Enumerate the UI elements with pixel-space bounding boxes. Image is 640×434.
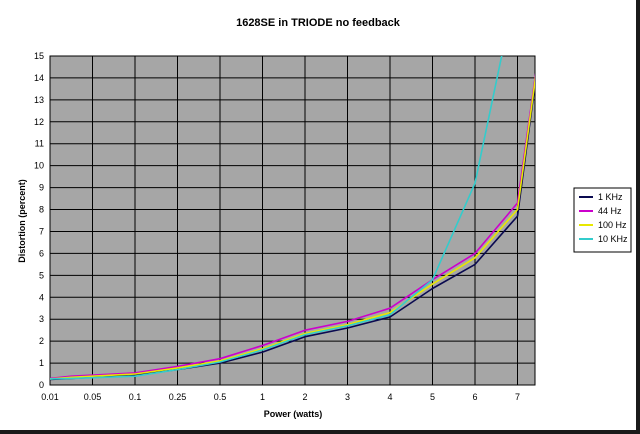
x-tick-label: 0.05 [84,392,102,402]
x-tick-labels: 0.01 0.05 0.1 0.25 0.5 1 2 3 4 5 6 7 [41,392,520,402]
x-tick-label: 0.01 [41,392,59,402]
y-tick-label: 5 [39,270,44,280]
y-tick-label: 7 [39,226,44,236]
legend-label: 1 KHz [598,192,623,202]
gridlines [50,56,535,385]
x-tick-label: 4 [387,392,392,402]
y-tick-label: 14 [34,73,44,83]
x-tick-label: 3 [345,392,350,402]
x-tick-label: 2 [302,392,307,402]
series-lines [50,56,535,381]
y-tick-label: 6 [39,248,44,258]
y-tick-label: 8 [39,205,44,215]
y-axis-label: Distortion (percent) [17,179,27,263]
y-tick-label: 4 [39,292,44,302]
y-tick-label: 13 [34,95,44,105]
y-tick-label: 3 [39,314,44,324]
plot-area [49,55,536,386]
x-tick-label: 0.25 [169,392,187,402]
legend-label: 10 KHz [598,234,628,244]
series-line-1-khz [50,78,535,381]
y-tick-label: 10 [34,161,44,171]
chart-title: 1628SE in TRIODE no feedback [236,17,401,29]
y-tick-label: 15 [34,51,44,61]
x-tick-label: 0.5 [214,392,227,402]
x-tick-label: 0.1 [129,392,142,402]
y-tick-label: 12 [34,117,44,127]
legend-box [573,187,632,253]
x-tick-label: 7 [515,392,520,402]
legend-label: 44 Hz [598,206,622,216]
series-line-100-hz [50,75,535,380]
y-tick-label: 11 [35,139,44,149]
x-tick-label: 5 [430,392,435,402]
x-tick-label: 6 [472,392,477,402]
legend: 1 KHz 44 Hz 100 Hz 10 KHz [573,187,632,253]
legend-label: 100 Hz [598,220,627,230]
y-tick-label: 0 [39,380,44,390]
series-line-10-khz [50,56,503,380]
x-axis-label: Power (watts) [264,409,323,419]
x-tick-label: 1 [260,392,265,402]
series-line-44-hz [50,72,535,380]
y-tick-label: 1 [39,358,44,368]
y-tick-label: 2 [39,336,44,346]
y-tick-label: 9 [39,183,44,193]
